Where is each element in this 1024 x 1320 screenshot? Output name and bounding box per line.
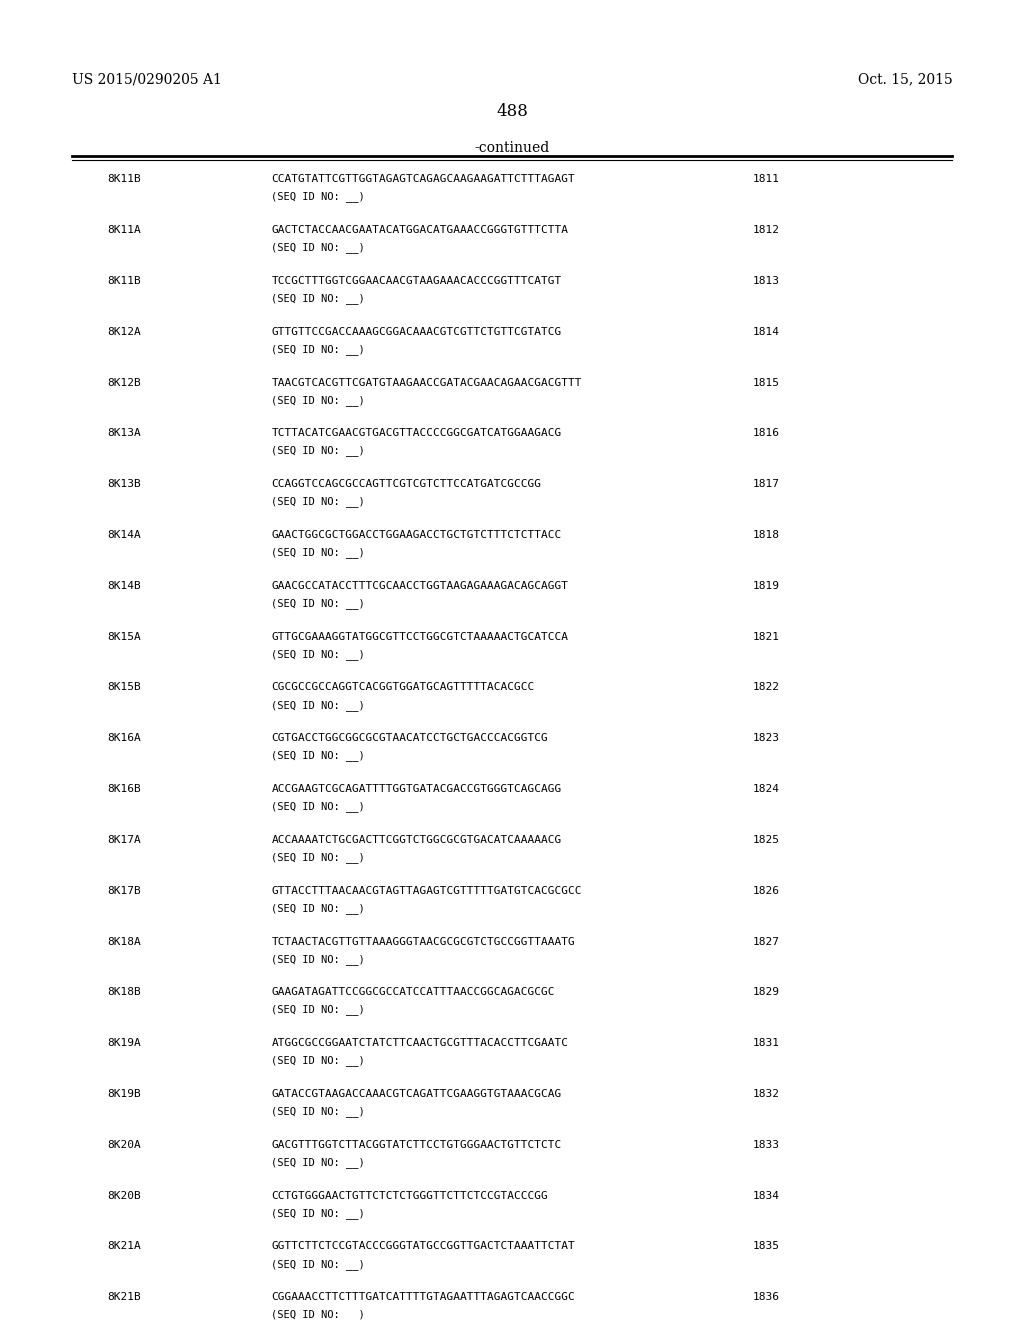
Text: 8K17A: 8K17A [108, 834, 141, 845]
Text: 8K18B: 8K18B [108, 987, 141, 998]
Text: (SEQ ID NO: __): (SEQ ID NO: __) [271, 191, 366, 202]
Text: 1826: 1826 [753, 886, 779, 896]
Text: TCCGCTTTGGTCGGAACAACGTAAGAAACACCCGGTTTCATGT: TCCGCTTTGGTCGGAACAACGTAAGAAACACCCGGTTTCA… [271, 276, 561, 286]
Text: 8K18A: 8K18A [108, 937, 141, 946]
Text: 8K21A: 8K21A [108, 1241, 141, 1251]
Text: CGCGCCGCCAGGTCACGGTGGATGCAGTTTTTACACGCC: CGCGCCGCCAGGTCACGGTGGATGCAGTTTTTACACGCC [271, 682, 535, 693]
Text: 1822: 1822 [753, 682, 779, 693]
Text: 1824: 1824 [753, 784, 779, 795]
Text: (SEQ ID NO: __): (SEQ ID NO: __) [271, 700, 366, 710]
Text: 1831: 1831 [753, 1038, 779, 1048]
Text: (SEQ ID NO: __): (SEQ ID NO: __) [271, 1005, 366, 1015]
Text: 8K19B: 8K19B [108, 1089, 141, 1100]
Text: 8K16A: 8K16A [108, 734, 141, 743]
Text: 1811: 1811 [753, 174, 779, 185]
Text: CCTGTGGGAACTGTTCTCTCTGGGTTCTTCTCCGTACCCGG: CCTGTGGGAACTGTTCTCTCTGGGTTCTTCTCCGTACCCG… [271, 1191, 548, 1201]
Text: TAACGTCACGTTCGATGTAAGAACCGATACGAACAGAACGACGTTT: TAACGTCACGTTCGATGTAAGAACCGATACGAACAGAACG… [271, 378, 582, 388]
Text: 1827: 1827 [753, 937, 779, 946]
Text: 8K15A: 8K15A [108, 631, 141, 642]
Text: 8K11A: 8K11A [108, 224, 141, 235]
Text: GTTGCGAAAGGTATGGCGTTCCTGGCGTCTAAAAACTGCATCCA: GTTGCGAAAGGTATGGCGTTCCTGGCGTCTAAAAACTGCA… [271, 631, 568, 642]
Text: CCATGTATTCGTTGGTAGAGTCAGAGCAAGAAGATTCTTTAGAGT: CCATGTATTCGTTGGTAGAGTCAGAGCAAGAAGATTCTTT… [271, 174, 575, 185]
Text: 1812: 1812 [753, 224, 779, 235]
Text: 1814: 1814 [753, 327, 779, 337]
Text: (SEQ ID NO: __): (SEQ ID NO: __) [271, 1259, 366, 1270]
Text: 1832: 1832 [753, 1089, 779, 1100]
Text: (SEQ ID NO: __): (SEQ ID NO: __) [271, 1208, 366, 1218]
Text: GGTTCTTCTCCGTACCCGGGTATGCCGGTTGACTCTAAATTCTAT: GGTTCTTCTCCGTACCCGGGTATGCCGGTTGACTCTAAAT… [271, 1241, 575, 1251]
Text: TCTTACATCGAACGTGACGTTACCCCGGCGATCATGGAAGACG: TCTTACATCGAACGTGACGTTACCCCGGCGATCATGGAAG… [271, 428, 561, 438]
Text: 1818: 1818 [753, 529, 779, 540]
Text: 8K12A: 8K12A [108, 327, 141, 337]
Text: ACCAAAATCTGCGACTTCGGTCTGGCGCGTGACATCAAAAACG: ACCAAAATCTGCGACTTCGGTCTGGCGCGTGACATCAAAA… [271, 834, 561, 845]
Text: ATGGCGCCGGAATCTATCTTCAACTGCGTTTACACCTTCGAATC: ATGGCGCCGGAATCTATCTTCAACTGCGTTTACACCTTCG… [271, 1038, 568, 1048]
Text: (SEQ ID NO: __): (SEQ ID NO: __) [271, 953, 366, 965]
Text: 1813: 1813 [753, 276, 779, 286]
Text: GACGTTTGGTCTTACGGTATCTTCCTGTGGGAACTGTTCTCTC: GACGTTTGGTCTTACGGTATCTTCCTGTGGGAACTGTTCT… [271, 1140, 561, 1150]
Text: (SEQ ID NO: __): (SEQ ID NO: __) [271, 1056, 366, 1067]
Text: (SEQ ID NO: __): (SEQ ID NO: __) [271, 395, 366, 405]
Text: GTTACCTTTAACAACGTAGTTAGAGTCGTTTTTGATGTCACGCGCC: GTTACCTTTAACAACGTAGTTAGAGTCGTTTTTGATGTCA… [271, 886, 582, 896]
Text: 8K20B: 8K20B [108, 1191, 141, 1201]
Text: GATACCGTAAGACCAAACGTCAGATTCGAAGGTGTAAACGCAG: GATACCGTAAGACCAAACGTCAGATTCGAAGGTGTAAACG… [271, 1089, 561, 1100]
Text: 8K21B: 8K21B [108, 1292, 141, 1303]
Text: 8K13A: 8K13A [108, 428, 141, 438]
Text: 8K17B: 8K17B [108, 886, 141, 896]
Text: 8K15B: 8K15B [108, 682, 141, 693]
Text: 8K13B: 8K13B [108, 479, 141, 490]
Text: (SEQ ID NO: __): (SEQ ID NO: __) [271, 293, 366, 304]
Text: 1835: 1835 [753, 1241, 779, 1251]
Text: ACCGAAGTCGCAGATTTTGGTGATACGACCGTGGGTCAGCAGG: ACCGAAGTCGCAGATTTTGGTGATACGACCGTGGGTCAGC… [271, 784, 561, 795]
Text: (SEQ ID NO: __): (SEQ ID NO: __) [271, 1156, 366, 1168]
Text: GTTGTTCCGACCAAAGCGGACAAACGTCGTTCTGTTCGTATCG: GTTGTTCCGACCAAAGCGGACAAACGTCGTTCTGTTCGTA… [271, 327, 561, 337]
Text: 1815: 1815 [753, 378, 779, 388]
Text: 1819: 1819 [753, 581, 779, 591]
Text: 8K14A: 8K14A [108, 529, 141, 540]
Text: 1833: 1833 [753, 1140, 779, 1150]
Text: (SEQ ID NO: __): (SEQ ID NO: __) [271, 496, 366, 507]
Text: GAACGCCATACCTTTCGCAACCTGGTAAGAGAAAGACAGCAGGT: GAACGCCATACCTTTCGCAACCTGGTAAGAGAAAGACAGC… [271, 581, 568, 591]
Text: 1821: 1821 [753, 631, 779, 642]
Text: CGTGACCTGGCGGCGCGTAACATCCTGCTGACCCACGGTCG: CGTGACCTGGCGGCGCGTAACATCCTGCTGACCCACGGTC… [271, 734, 548, 743]
Text: 8K16B: 8K16B [108, 784, 141, 795]
Text: GAACTGGCGCTGGACCTGGAAGACCTGCTGTCTTTCTCTTACC: GAACTGGCGCTGGACCTGGAAGACCTGCTGTCTTTCTCTT… [271, 529, 561, 540]
Text: 1817: 1817 [753, 479, 779, 490]
Text: GACTCTACCAACGAATACATGGACATGAAACCGGGTGTTTCTTA: GACTCTACCAACGAATACATGGACATGAAACCGGGTGTTT… [271, 224, 568, 235]
Text: (SEQ ID NO: __): (SEQ ID NO: __) [271, 598, 366, 609]
Text: 1825: 1825 [753, 834, 779, 845]
Text: 1829: 1829 [753, 987, 779, 998]
Text: US 2015/0290205 A1: US 2015/0290205 A1 [72, 73, 221, 87]
Text: (SEQ ID NO: __): (SEQ ID NO: __) [271, 1309, 366, 1320]
Text: CGGAAACCTTCTTTGATCATTTTGTAGAATTTAGAGTCAACCGGC: CGGAAACCTTCTTTGATCATTTTGTAGAATTTAGAGTCAA… [271, 1292, 575, 1303]
Text: (SEQ ID NO: __): (SEQ ID NO: __) [271, 1106, 366, 1117]
Text: (SEQ ID NO: __): (SEQ ID NO: __) [271, 345, 366, 355]
Text: (SEQ ID NO: __): (SEQ ID NO: __) [271, 648, 366, 660]
Text: Oct. 15, 2015: Oct. 15, 2015 [857, 73, 952, 87]
Text: 8K20A: 8K20A [108, 1140, 141, 1150]
Text: (SEQ ID NO: __): (SEQ ID NO: __) [271, 446, 366, 457]
Text: 8K19A: 8K19A [108, 1038, 141, 1048]
Text: 8K11B: 8K11B [108, 174, 141, 185]
Text: 1816: 1816 [753, 428, 779, 438]
Text: 488: 488 [496, 103, 528, 120]
Text: 1834: 1834 [753, 1191, 779, 1201]
Text: (SEQ ID NO: __): (SEQ ID NO: __) [271, 750, 366, 762]
Text: (SEQ ID NO: __): (SEQ ID NO: __) [271, 903, 366, 913]
Text: 8K14B: 8K14B [108, 581, 141, 591]
Text: 1836: 1836 [753, 1292, 779, 1303]
Text: 8K12B: 8K12B [108, 378, 141, 388]
Text: (SEQ ID NO: __): (SEQ ID NO: __) [271, 243, 366, 253]
Text: 8K11B: 8K11B [108, 276, 141, 286]
Text: 1823: 1823 [753, 734, 779, 743]
Text: (SEQ ID NO: __): (SEQ ID NO: __) [271, 853, 366, 863]
Text: (SEQ ID NO: __): (SEQ ID NO: __) [271, 546, 366, 558]
Text: TCTAACTACGTTGTTAAAGGGTAACGCGCGTCTGCCGGTTAAATG: TCTAACTACGTTGTTAAAGGGTAACGCGCGTCTGCCGGTT… [271, 937, 575, 946]
Text: (SEQ ID NO: __): (SEQ ID NO: __) [271, 801, 366, 812]
Text: GAAGATAGATTCCGGCGCCATCCATTTAACCGGCAGACGCGC: GAAGATAGATTCCGGCGCCATCCATTTAACCGGCAGACGC… [271, 987, 555, 998]
Text: -continued: -continued [474, 141, 550, 156]
Text: CCAGGTCCAGCGCCAGTTCGTCGTCTTCCATGATCGCCGG: CCAGGTCCAGCGCCAGTTCGTCGTCTTCCATGATCGCCGG [271, 479, 542, 490]
